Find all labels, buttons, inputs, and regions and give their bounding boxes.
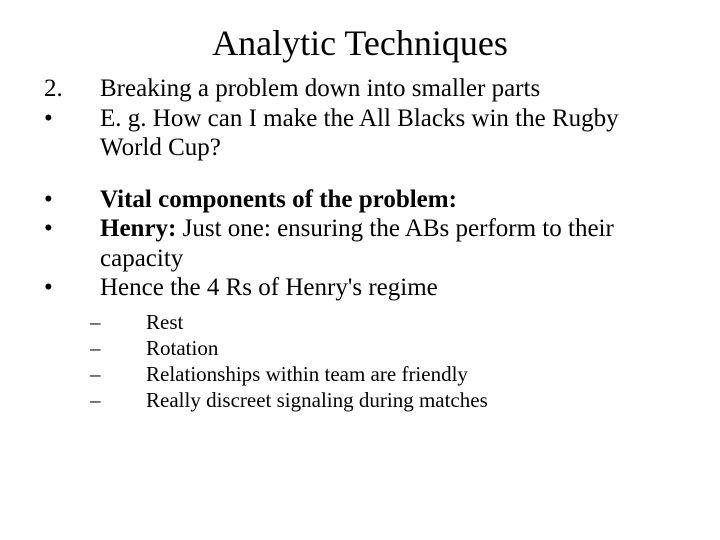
list-text: Really discreet signaling during matches [146,387,680,413]
list-text: Rotation [146,335,680,361]
plain-text: Hence the 4 Rs of Henry's regime [100,274,438,301]
bold-text: Henry: [100,215,176,242]
list-marker: • [40,273,100,303]
list-item: • Henry: Just one: ensuring the ABs perf… [40,214,680,273]
list-item: • E. g. How can I make the All Blacks wi… [40,104,680,163]
list-item: • Vital components of the problem: [40,185,680,215]
sub-list-item: – Relationships within team are friendly [40,361,680,387]
list-item: • Hence the 4 Rs of Henry's regime [40,273,680,303]
list-text: Hence the 4 Rs of Henry's regime [100,273,680,303]
slide: Analytic Techniques 2. Breaking a proble… [0,0,720,540]
list-marker: – [40,387,146,413]
spacer [40,163,680,185]
list-text: Rest [146,309,680,335]
list-item: 2. Breaking a problem down into smaller … [40,74,680,104]
list-text: Breaking a problem down into smaller par… [100,74,680,104]
sub-list-item: – Really discreet signaling during match… [40,387,680,413]
list-marker: – [40,335,146,361]
plain-text: Just one: ensuring the ABs perform to th… [100,215,614,272]
list-marker: – [40,309,146,335]
list-text: Relationships within team are friendly [146,361,680,387]
list-marker: • [40,214,100,244]
list-text: Vital components of the problem: [100,185,680,215]
list-text: E. g. How can I make the All Blacks win … [100,104,680,163]
slide-body: 2. Breaking a problem down into smaller … [0,74,720,414]
list-text: Henry: Just one: ensuring the ABs perfor… [100,214,680,273]
list-marker: 2. [40,74,100,104]
list-marker: • [40,104,100,134]
slide-title: Analytic Techniques [0,0,720,74]
sub-list-item: – Rest [40,309,680,335]
bold-text: Vital components of the problem: [100,186,457,213]
list-marker: – [40,361,146,387]
sub-list-item: – Rotation [40,335,680,361]
list-marker: • [40,185,100,215]
